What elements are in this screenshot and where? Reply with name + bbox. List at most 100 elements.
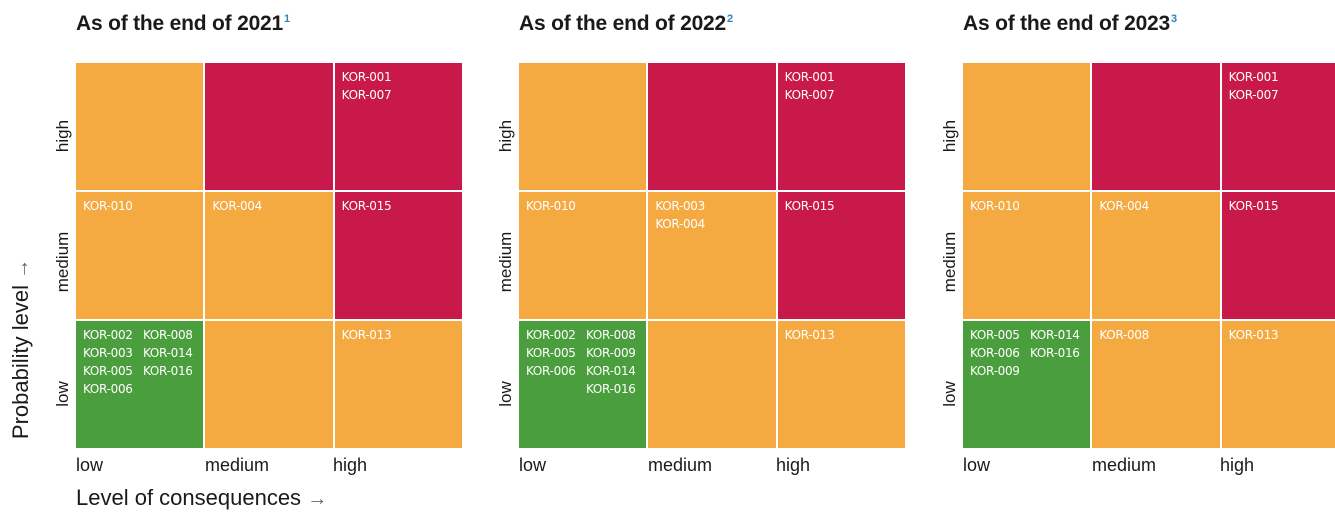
risk-code: KOR-015	[341, 199, 392, 213]
matrix-cell: KOR-005 KOR-014 KOR-006 KOR-016 KOR-009	[963, 321, 1091, 448]
up-arrow-icon: →	[11, 258, 33, 279]
risk-code: KOR-016	[586, 382, 636, 396]
risk-code-list: KOR-013	[342, 328, 462, 343]
risk-code-list: KOR-002 KOR-008 KOR-003 KOR-014 KOR-005 KOR-0…	[83, 328, 203, 397]
matrix-cell: KOR-008	[1092, 321, 1220, 448]
panel-title-text: As of the end of 2021	[76, 12, 284, 35]
matrix-cell: KOR-010	[963, 192, 1091, 319]
risk-code-list: KOR-005 KOR-014 KOR-006 KOR-016 KOR-009	[970, 328, 1090, 379]
risk-code: KOR-007	[784, 88, 835, 102]
risk-code-list: KOR-010	[83, 199, 203, 214]
y-level-label: low	[53, 381, 72, 407]
risk-code: KOR-006	[970, 346, 1020, 360]
matrix-cell: KOR-013	[777, 321, 905, 448]
panel-title: As of the end of 20222	[519, 12, 733, 36]
risk-matrix-panel: As of the end of 20222 KOR-001 KOR-007 KOR-…	[496, 0, 909, 512]
x-level-label: low	[76, 455, 104, 475]
risk-code: KOR-010	[970, 199, 1020, 213]
risk-code: KOR-002	[526, 328, 576, 342]
risk-code: KOR-016	[143, 364, 193, 378]
risk-code-list: KOR-001 KOR-007	[785, 70, 905, 103]
risk-code-list: KOR-015	[1229, 199, 1335, 214]
matrix-cell: KOR-004	[1092, 192, 1220, 319]
risk-code: KOR-002	[83, 328, 133, 342]
risk-code: KOR-008	[586, 328, 636, 342]
matrix-cell: KOR-015	[334, 192, 462, 319]
x-axis-title: Level of consequences	[76, 485, 302, 510]
risk-code: KOR-004	[1099, 199, 1149, 213]
risk-code: KOR-009	[970, 364, 1020, 378]
y-level-label: medium	[940, 231, 959, 293]
risk-matrix: KOR-001 KOR-007 KOR-010 KOR-004 KOR-015 KOR-0…	[963, 63, 1335, 448]
matrix-cell	[205, 63, 333, 190]
risk-code: KOR-004	[212, 199, 262, 213]
x-level-label: medium	[1092, 455, 1157, 475]
risk-code: KOR-007	[1228, 88, 1279, 102]
risk-code-list: KOR-013	[1229, 328, 1335, 343]
risk-matrix-panel: As of the end of 20233 KOR-001 KOR-007 KOR-…	[940, 0, 1335, 512]
risk-code: KOR-013	[341, 328, 392, 342]
risk-code-list: KOR-001 KOR-007	[1229, 70, 1335, 103]
matrix-cell: KOR-015	[777, 192, 905, 319]
matrix-cell	[963, 63, 1091, 190]
risk-code: KOR-007	[341, 88, 392, 102]
footnote-marker: 1	[284, 13, 290, 25]
matrix-cell: KOR-013	[1221, 321, 1335, 448]
risk-code: KOR-005	[526, 346, 576, 360]
risk-matrix: KOR-001 KOR-007 KOR-010 KOR-003 KOR-004 KOR-0…	[519, 63, 905, 448]
risk-code: KOR-010	[526, 199, 576, 213]
x-level-label: medium	[205, 455, 270, 475]
matrix-cell	[1092, 63, 1220, 190]
panel-title-text: As of the end of 2023	[963, 12, 1171, 35]
matrix-cell: KOR-010	[519, 192, 647, 319]
x-level-label: medium	[648, 455, 713, 475]
risk-code-list: KOR-004	[1099, 199, 1219, 214]
risk-code: KOR-016	[1030, 346, 1080, 360]
matrix-cell: KOR-004	[205, 192, 333, 319]
matrix-cell: KOR-001 KOR-007	[334, 63, 462, 190]
matrix-cell: KOR-013	[334, 321, 462, 448]
risk-code-list: KOR-015	[785, 199, 905, 214]
risk-code: KOR-008	[1099, 328, 1149, 342]
matrix-cell: KOR-002 KOR-008 KOR-003 KOR-014 KOR-005 KOR-0…	[76, 321, 204, 448]
y-level-label: low	[940, 381, 959, 407]
risk-code-list: KOR-015	[342, 199, 462, 214]
risk-code-list: KOR-004	[212, 199, 332, 214]
risk-code: KOR-014	[586, 364, 636, 378]
matrix-cell	[519, 63, 647, 190]
axis-title-y: Probability level →	[8, 239, 34, 459]
risk-code: KOR-014	[143, 346, 193, 360]
y-level-label: high	[496, 119, 515, 153]
risk-code: KOR-015	[1228, 199, 1279, 213]
right-arrow-icon: →	[307, 488, 328, 510]
risk-code: KOR-015	[784, 199, 835, 213]
footnote-marker: 2	[727, 13, 733, 25]
risk-code: KOR-008	[143, 328, 193, 342]
risk-code-list: KOR-013	[785, 328, 905, 343]
risk-code: KOR-013	[784, 328, 835, 342]
matrix-cell	[648, 63, 776, 190]
risk-code-list: KOR-010	[970, 199, 1090, 214]
panel-title: As of the end of 20233	[963, 12, 1177, 36]
risk-code: KOR-001	[784, 70, 835, 84]
risk-code: KOR-003	[655, 199, 705, 213]
risk-code: KOR-004	[655, 217, 705, 231]
risk-code-list: KOR-002 KOR-008 KOR-005 KOR-009 KOR-006 KOR-0…	[526, 328, 646, 397]
x-level-label: low	[963, 455, 991, 475]
x-level-label: high	[776, 455, 811, 475]
risk-code: KOR-005	[83, 364, 133, 378]
y-level-label: medium	[496, 231, 515, 293]
risk-code-list: KOR-010	[526, 199, 646, 214]
x-level-label: high	[333, 455, 368, 475]
panel-title: As of the end of 20211	[76, 12, 290, 36]
y-level-label: high	[940, 119, 959, 153]
matrix-cell	[205, 321, 333, 448]
y-axis-title: Probability level	[8, 285, 33, 440]
panel-title-text: As of the end of 2022	[519, 12, 727, 35]
risk-code	[526, 382, 586, 397]
y-level-label: medium	[53, 231, 72, 293]
risk-matrix-panel: As of the end of 20211 KOR-001 KOR-007 KOR-…	[53, 0, 466, 512]
matrix-cell: KOR-010	[76, 192, 204, 319]
matrix-cell: KOR-002 KOR-008 KOR-005 KOR-009 KOR-006 KOR-0…	[519, 321, 647, 448]
matrix-cell: KOR-001 KOR-007	[1221, 63, 1335, 190]
